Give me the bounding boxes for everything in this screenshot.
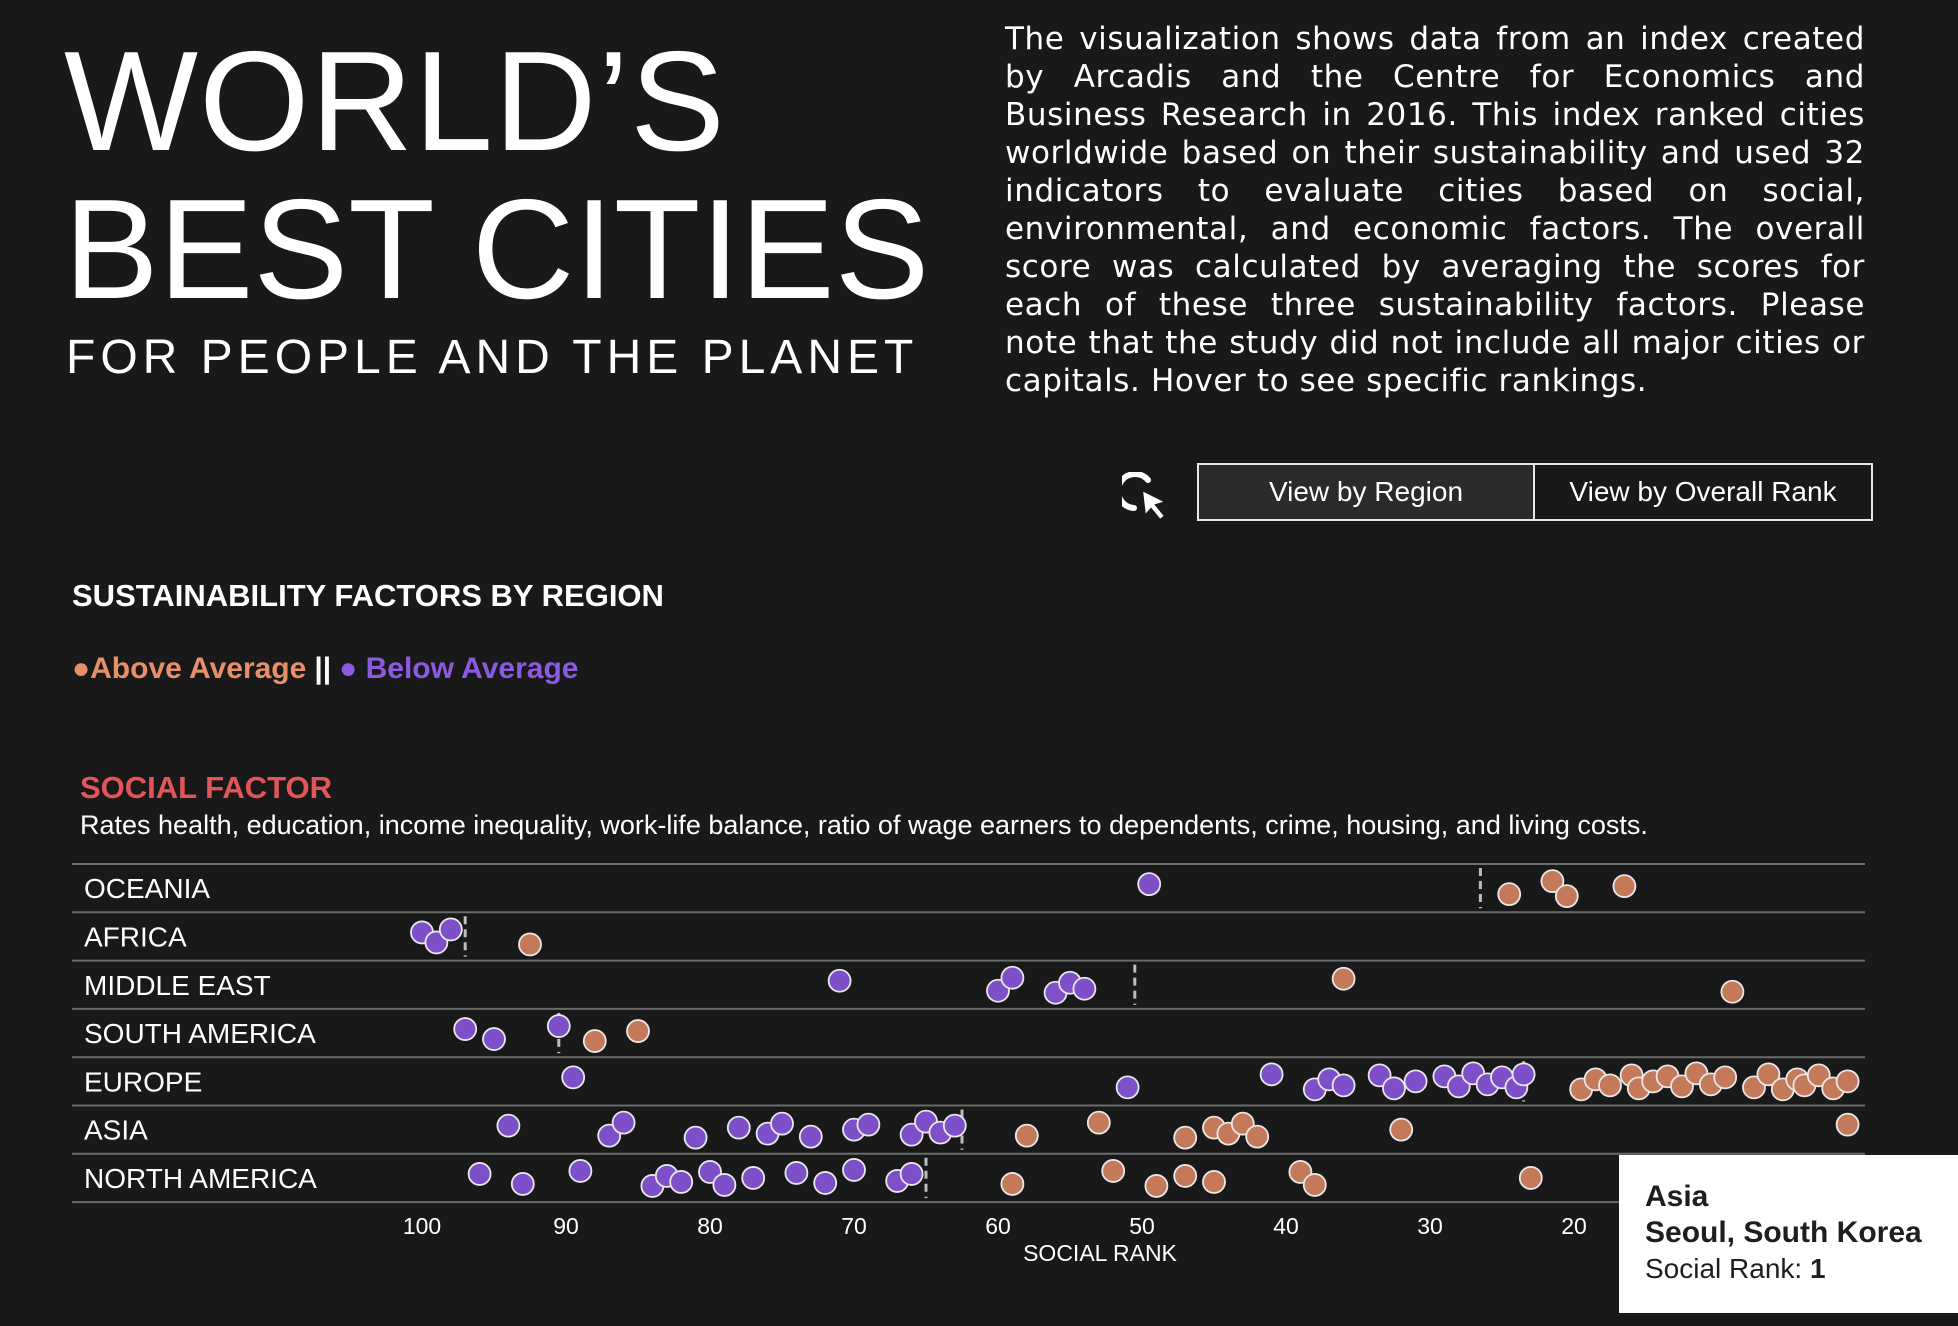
legend-below-dot: ●	[339, 652, 358, 685]
data-point	[561, 1065, 586, 1090]
data-point	[1072, 976, 1097, 1001]
data-point	[813, 1171, 838, 1195]
data-point	[496, 1113, 521, 1138]
data-point	[1245, 1124, 1270, 1149]
data-point	[546, 1014, 571, 1038]
tooltip-rank-label: Social Rank:	[1645, 1253, 1810, 1284]
data-point	[1173, 1125, 1198, 1150]
data-point	[1835, 1112, 1860, 1137]
x-tick-label: 20	[1561, 1213, 1587, 1239]
data-point	[899, 1162, 924, 1186]
data-point	[568, 1159, 593, 1183]
data-point	[467, 1162, 492, 1186]
row-label: EUROPE	[84, 1066, 202, 1097]
factor-title: SOCIAL FACTOR	[80, 770, 333, 805]
x-tick-label: 50	[1129, 1213, 1155, 1239]
data-point	[798, 1124, 823, 1149]
legend-separator: ||	[314, 652, 332, 685]
data-point	[1756, 1062, 1781, 1087]
row-label: SOUTH AMERICA	[84, 1018, 316, 1049]
data-point	[1554, 884, 1579, 909]
data-point	[1331, 1073, 1356, 1098]
data-point	[1115, 1075, 1140, 1100]
view-by-overall-rank-button[interactable]: View by Overall Rank	[1533, 463, 1873, 521]
data-point	[1086, 1110, 1111, 1135]
data-point	[453, 1017, 478, 1041]
x-tick-label: 80	[697, 1213, 723, 1239]
data-point	[611, 1110, 636, 1135]
legend-above-dot: ●	[72, 652, 91, 685]
row-label: NORTH AMERICA	[84, 1163, 317, 1194]
data-point	[1173, 1164, 1198, 1188]
data-point	[1713, 1065, 1738, 1090]
legend: ●Above Average || ● Below Average	[72, 652, 578, 686]
data-point	[1000, 1172, 1025, 1196]
data-point	[1302, 1173, 1327, 1197]
data-point	[1382, 1076, 1406, 1101]
x-tick-label: 30	[1417, 1213, 1443, 1239]
tooltip-region: Asia	[1645, 1180, 1709, 1213]
data-point	[827, 968, 852, 993]
data-point	[856, 1112, 881, 1137]
row-label: MIDDLE EAST	[84, 970, 271, 1001]
section-title: SUSTAINABILITY FACTORS BY REGION	[72, 578, 664, 613]
tooltip-rank: Social Rank: 1	[1645, 1251, 1958, 1287]
data-point	[770, 1111, 794, 1136]
tooltip-rank-value: 1	[1809, 1253, 1826, 1284]
data-point	[1259, 1062, 1284, 1087]
legend-above-label: Above Average	[90, 652, 307, 685]
data-point	[1511, 1062, 1536, 1087]
x-tick-label: 40	[1273, 1213, 1299, 1239]
data-point	[1331, 966, 1356, 991]
data-point	[1389, 1117, 1414, 1142]
x-tick-label: 90	[553, 1213, 579, 1239]
row-label: OCEANIA	[84, 873, 210, 904]
data-point	[784, 1161, 809, 1185]
cursor-click-icon	[1122, 472, 1169, 522]
data-point	[1612, 874, 1637, 899]
x-axis-label: SOCIAL RANK	[1023, 1240, 1177, 1266]
page-title-line1: WORLD’S	[64, 22, 726, 181]
data-point	[1202, 1170, 1226, 1194]
data-point	[438, 917, 463, 942]
data-point	[1497, 882, 1522, 907]
data-point	[582, 1029, 607, 1053]
data-point	[1000, 965, 1025, 990]
page-title-line2: BEST CITIES	[64, 170, 930, 329]
data-point	[1720, 979, 1745, 1004]
data-point	[1835, 1069, 1860, 1094]
data-point	[683, 1125, 708, 1150]
data-point	[518, 932, 542, 957]
data-point	[741, 1166, 766, 1190]
description-text: The visualization shows data from an ind…	[1005, 21, 1865, 399]
data-point	[1598, 1073, 1622, 1098]
data-point	[1144, 1174, 1169, 1198]
data-point	[1014, 1123, 1039, 1148]
data-point	[712, 1173, 737, 1197]
data-point	[1101, 1159, 1126, 1183]
x-tick-label: 60	[985, 1213, 1011, 1239]
data-point	[1540, 869, 1565, 894]
data-point	[1518, 1166, 1543, 1190]
page-subtitle: FOR PEOPLE AND THE PLANET	[66, 331, 919, 384]
row-label: ASIA	[84, 1115, 148, 1146]
x-tick-label: 70	[841, 1213, 867, 1239]
data-point	[669, 1170, 694, 1194]
row-label: AFRICA	[84, 921, 187, 952]
factor-description: Rates health, education, income inequali…	[80, 810, 1648, 840]
data-point	[1137, 872, 1162, 897]
data-point	[510, 1172, 535, 1196]
view-by-region-button[interactable]: View by Region	[1197, 463, 1535, 521]
data-point	[1403, 1069, 1428, 1094]
data-point	[726, 1115, 751, 1140]
data-point	[942, 1113, 967, 1138]
x-tick-label: 100	[403, 1213, 441, 1239]
legend-below-label: Below Average	[365, 652, 579, 685]
hover-tooltip: Asia Seoul, South Korea Social Rank: 1	[1619, 1155, 1958, 1313]
data-point	[842, 1158, 866, 1182]
data-point	[626, 1019, 650, 1043]
tooltip-city: Seoul, South Korea	[1645, 1216, 1922, 1249]
data-point	[482, 1027, 506, 1051]
